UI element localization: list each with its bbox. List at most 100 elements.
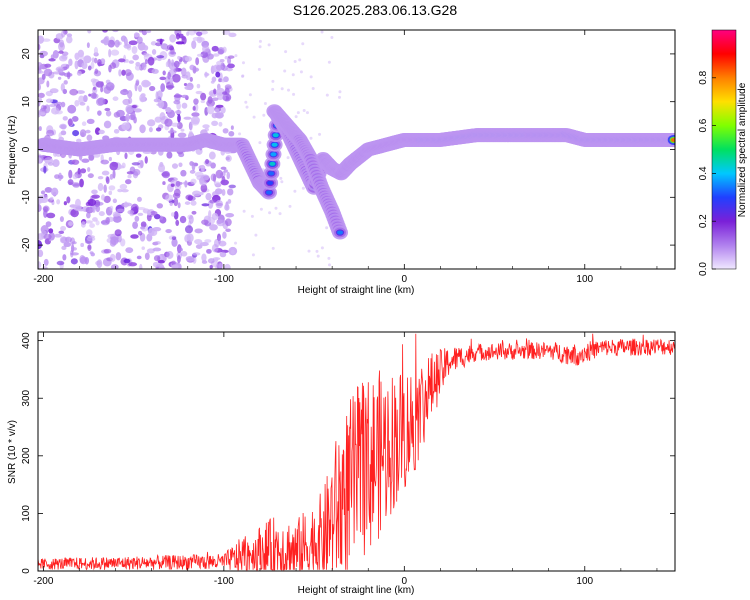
noise-blob: [114, 39, 120, 48]
noise-blob: [158, 163, 166, 173]
noise-blob: [88, 153, 95, 161]
noise-blob: [171, 264, 179, 269]
noise-blob: [58, 55, 68, 62]
noise-blob: [320, 30, 324, 34]
noise-blob: [102, 30, 108, 33]
noise-blob: [214, 258, 219, 262]
signal-ridge: [270, 152, 277, 157]
noise-blob: [242, 209, 246, 213]
noise-blob: [112, 169, 116, 179]
noise-blob: [138, 30, 143, 33]
noise-blob: [87, 167, 91, 173]
y-tick-label: 200: [21, 447, 32, 464]
noise-blob: [62, 254, 67, 261]
noise-blob: [171, 236, 177, 240]
noise-blob: [122, 98, 131, 106]
noise-blob: [183, 116, 192, 120]
noise-blob: [212, 173, 217, 183]
noise-blob: [175, 41, 185, 45]
y-tick-label: 0: [21, 568, 32, 574]
noise-blob: [251, 253, 255, 257]
noise-blob: [122, 88, 128, 93]
signal-ridge: [272, 133, 279, 138]
noise-blob: [200, 242, 209, 247]
noise-blob: [103, 184, 107, 193]
noise-blob: [311, 86, 315, 90]
noise-blob: [211, 97, 219, 101]
noise-blob: [222, 91, 228, 95]
x-tick-label: -100: [214, 274, 234, 285]
noise-blob: [190, 178, 197, 185]
noise-blob: [149, 210, 158, 216]
snr-y-label: SNR (10 * v/v): [7, 420, 18, 484]
noise-blob: [43, 258, 49, 266]
noise-blob: [301, 42, 305, 46]
noise-blob: [65, 64, 70, 69]
noise-blob: [41, 194, 49, 200]
noise-blob: [108, 185, 116, 191]
noise-blob: [41, 73, 46, 80]
noise-blob: [250, 214, 254, 218]
noise-blob: [91, 57, 95, 63]
noise-blob: [80, 168, 87, 174]
noise-blob: [57, 76, 62, 80]
noise-blob: [112, 215, 122, 223]
noise-blob: [168, 50, 176, 58]
noise-blob: [144, 156, 148, 164]
noise-blob: [94, 68, 99, 75]
noise-blob: [154, 241, 161, 245]
noise-blob: [222, 128, 229, 134]
noise-blob: [70, 249, 74, 258]
noise-blob: [86, 134, 93, 142]
noise-blob: [337, 95, 341, 99]
noise-blob: [97, 183, 104, 192]
noise-blob: [209, 92, 214, 96]
noise-blob: [177, 132, 187, 138]
noise-blob: [130, 203, 139, 213]
noise-blob: [219, 251, 227, 258]
noise-blob: [60, 130, 67, 136]
noise-blob: [95, 205, 101, 213]
noise-blob: [241, 61, 245, 65]
noise-blob: [86, 212, 91, 219]
noise-blob: [123, 258, 131, 264]
noise-blob: [227, 63, 235, 69]
noise-blob: [279, 176, 283, 180]
noise-blob: [108, 48, 112, 58]
noise-blob: [127, 210, 135, 215]
noise-blob: [172, 73, 181, 83]
noise-blob: [132, 54, 139, 61]
noise-blob: [166, 151, 173, 159]
noise-blob: [206, 105, 215, 115]
noise-blob: [143, 45, 149, 51]
noise-blob: [140, 226, 146, 230]
noise-blob: [71, 182, 81, 187]
noise-blob: [38, 249, 44, 258]
noise-blob: [109, 173, 114, 180]
noise-blob: [180, 128, 185, 132]
noise-blob: [218, 262, 223, 269]
noise-blob: [38, 240, 43, 250]
y-tick-label: 100: [21, 505, 32, 522]
noise-blob: [88, 93, 92, 97]
noise-blob: [191, 210, 197, 215]
heatmap-y-label: Frequency (Hz): [7, 116, 18, 185]
noise-blob: [280, 180, 284, 184]
noise-blob: [112, 198, 117, 204]
noise-blob: [146, 233, 153, 242]
noise-blob: [92, 217, 98, 222]
signal-branch: [337, 230, 344, 235]
noise-blob: [44, 186, 53, 193]
noise-blob: [132, 221, 139, 229]
noise-blob: [173, 60, 180, 68]
noise-blob: [170, 127, 174, 134]
noise-blob: [38, 83, 41, 91]
noise-blob: [274, 206, 278, 210]
noise-blob: [60, 83, 65, 92]
noise-blob: [48, 104, 57, 108]
noise-blob: [190, 200, 197, 206]
noise-blob: [93, 57, 98, 64]
noise-blob: [72, 129, 80, 137]
noise-blob: [181, 94, 189, 99]
noise-blob: [248, 93, 252, 97]
